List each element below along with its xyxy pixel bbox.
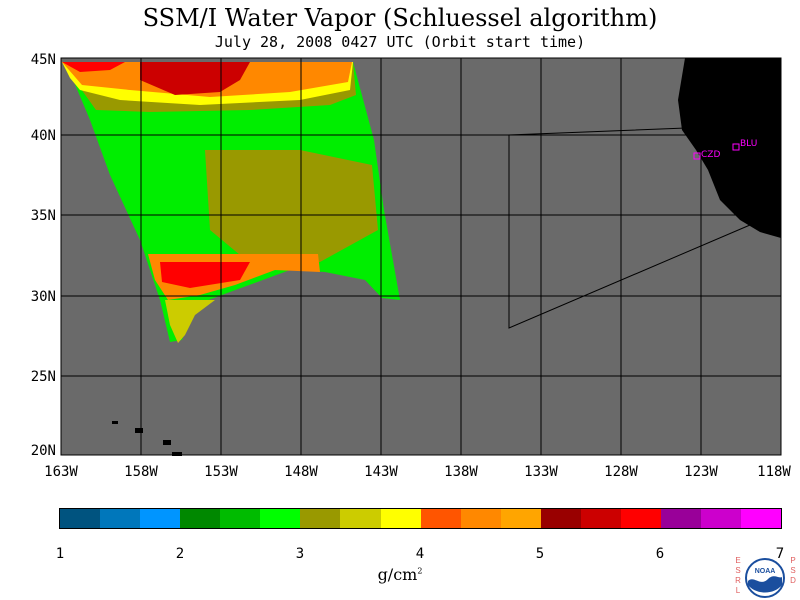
station-label-czd: CZD	[701, 150, 720, 160]
water-vapor-swath	[62, 62, 400, 343]
hawaii-island	[112, 421, 118, 424]
colorbar-swatch	[300, 509, 341, 528]
colorbar-tick-label: 7	[775, 546, 785, 562]
colorbar-units: g/cm2	[370, 565, 430, 584]
swath-south-tail	[165, 300, 215, 343]
colorbar-swatch	[100, 509, 141, 528]
colorbar-swatch	[140, 509, 181, 528]
colorbar-swatch	[620, 509, 661, 528]
lon-label: 128W	[604, 464, 638, 480]
colorbar-swatch	[580, 509, 621, 528]
hawaii-islands	[112, 421, 182, 456]
lon-label: 138W	[444, 464, 478, 480]
lon-label: 133W	[524, 464, 558, 480]
lat-label: 30N	[30, 289, 56, 305]
lon-label: 118W	[757, 464, 791, 480]
colorbar-swatch	[660, 509, 701, 528]
station-marker-blu	[732, 143, 740, 151]
colorbar-tick-label: 1	[55, 546, 65, 562]
colorbar-tick-label: 5	[535, 546, 545, 562]
colorbar-swatch	[220, 509, 261, 528]
swath-high-vapor-core	[140, 62, 250, 95]
lon-label: 163W	[44, 464, 78, 480]
map-subtitle: July 28, 2008 0427 UTC (Orbit start time…	[214, 33, 586, 51]
lon-label: 148W	[284, 464, 318, 480]
us-west-coast-land	[678, 58, 781, 238]
colorbar-tick-label: 4	[415, 546, 425, 562]
colorbar-swatch	[420, 509, 461, 528]
lon-label: 153W	[204, 464, 238, 480]
map-title: SSM/I Water Vapor (Schluessel algorithm)	[142, 4, 658, 32]
colorbar-tick-label: 6	[655, 546, 665, 562]
colorbar-swatch	[540, 509, 581, 528]
colorbar-swatch	[500, 509, 541, 528]
lat-label: 45N	[30, 52, 56, 68]
colorbar-swatch	[701, 509, 742, 528]
lat-label: 40N	[30, 128, 56, 144]
hawaii-island	[163, 440, 171, 445]
swath-south-core	[160, 262, 250, 288]
colorbar-swatch	[260, 509, 301, 528]
lon-label: 123W	[684, 464, 718, 480]
colorbar-swatch	[60, 509, 101, 528]
lat-lon-grid	[61, 58, 781, 455]
hawaii-island	[135, 428, 143, 433]
noaa-badge-text: NOAA	[755, 568, 776, 575]
noaa-emblem-icon: NOAA	[745, 558, 785, 598]
lat-label: 35N	[30, 208, 56, 224]
colorbar-swatch	[180, 509, 221, 528]
colorbar-tick-label: 3	[295, 546, 305, 562]
map-frame	[60, 57, 782, 456]
lat-label: 20N	[30, 443, 56, 459]
lon-label: 143W	[364, 464, 398, 480]
colorbar-swatch	[741, 509, 782, 528]
units-exponent: 2	[417, 566, 423, 576]
swath-high-vapor-core	[62, 62, 125, 72]
station-label-blu: BLU	[740, 139, 757, 149]
swath-moderate-vapor	[205, 150, 378, 262]
colorbar-tick-label: 2	[175, 546, 185, 562]
station-marker-czd	[693, 152, 701, 160]
hawaii-island	[172, 452, 182, 456]
colorbar-swatch	[340, 509, 381, 528]
colorbar-swatch	[460, 509, 501, 528]
domain-boundary	[508, 127, 751, 329]
lat-label: 25N	[30, 369, 56, 385]
units-text: g/cm	[377, 565, 418, 584]
lon-label: 158W	[124, 464, 158, 480]
colorbar-swatch	[380, 509, 421, 528]
colorbar	[59, 508, 782, 529]
